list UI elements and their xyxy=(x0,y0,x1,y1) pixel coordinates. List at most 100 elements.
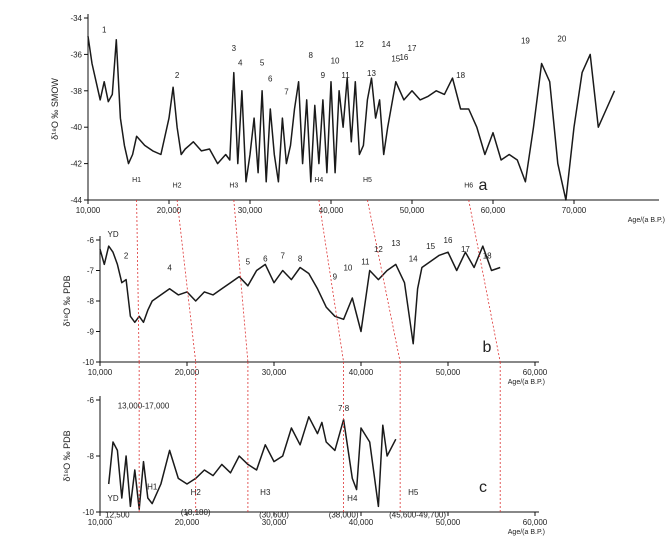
event-label: 12,500 xyxy=(105,511,130,520)
interstadial-label: 10 xyxy=(343,264,352,273)
interstadial-label: 18 xyxy=(483,251,492,260)
correlation-line xyxy=(136,199,140,363)
heinrich-label: H6 xyxy=(464,182,473,189)
event-label: 7.8 xyxy=(338,404,350,413)
x-axis-label: Age/(a B.P.) xyxy=(628,217,665,224)
y-tick-label: -10 xyxy=(82,508,94,517)
event-label: (18,180) xyxy=(181,508,211,517)
x-tick-label: 40,000 xyxy=(349,368,374,377)
event-label: (30,600) xyxy=(259,511,289,520)
x-tick-label: 10,000 xyxy=(76,206,101,215)
x-tick-label: 70,000 xyxy=(562,206,587,215)
correlation-line xyxy=(468,199,501,363)
event-label: H3 xyxy=(260,488,271,497)
event-label: 13,000-17,000 xyxy=(118,401,170,410)
x-tick-label: 60,000 xyxy=(523,368,548,377)
interstadial-label: 14 xyxy=(382,40,391,49)
interstadial-label: 13 xyxy=(367,69,376,78)
event-label: (38,000) xyxy=(329,511,359,520)
y-tick-label: -40 xyxy=(70,123,82,132)
x-tick-label: 10,000 xyxy=(88,368,113,377)
y-tick-label: -42 xyxy=(70,160,82,169)
interstadial-label: YD xyxy=(107,230,118,239)
x-tick-label: 30,000 xyxy=(238,206,263,215)
correlation-line xyxy=(176,199,197,363)
x-tick-label: 30,000 xyxy=(262,368,287,377)
y-tick-label: -6 xyxy=(87,396,95,405)
x-tick-label: 50,000 xyxy=(400,206,425,215)
event-label: H5 xyxy=(408,488,419,497)
interstadial-label: 9 xyxy=(333,273,338,282)
event-label: H2 xyxy=(191,488,202,497)
y-axis-label: δ¹⁸O ‰ PDB xyxy=(62,275,72,326)
heinrich-label: H4 xyxy=(314,177,323,184)
interstadial-label: 8 xyxy=(309,51,314,60)
interstadial-label: 6 xyxy=(263,254,268,263)
y-tick-label: -10 xyxy=(82,358,94,367)
interstadial-label: 17 xyxy=(461,245,470,254)
x-tick-label: 50,000 xyxy=(436,518,461,527)
panel-label: c xyxy=(479,479,487,496)
x-axis-label: Age/(a B.P.) xyxy=(508,529,545,536)
interstadial-label: 13 xyxy=(391,239,400,248)
interstadial-label: 14 xyxy=(409,254,418,263)
interstadial-label: 3 xyxy=(232,44,237,53)
interstadial-label: 2 xyxy=(175,71,180,80)
panel-label: b xyxy=(483,339,492,356)
interstadial-label: 5 xyxy=(246,257,251,266)
correlation-line xyxy=(367,199,401,363)
y-axis-label: δ¹⁸O ‰ PDB xyxy=(62,430,72,481)
interstadial-label: 20 xyxy=(557,35,566,44)
y-tick-label: -7 xyxy=(87,267,95,276)
interstadial-label: 16 xyxy=(444,236,453,245)
interstadial-label: 7 xyxy=(280,251,285,260)
x-tick-label: 10,000 xyxy=(88,518,113,527)
series-line-0 xyxy=(107,416,397,510)
interstadial-label: 9 xyxy=(321,71,326,80)
interstadial-label: 10 xyxy=(331,57,340,66)
x-tick-label: 20,000 xyxy=(157,206,182,215)
interstadial-label: 5 xyxy=(260,58,265,67)
interstadial-label: 15 xyxy=(426,242,435,251)
y-tick-label: -36 xyxy=(70,50,82,59)
interstadial-label: 4 xyxy=(167,264,172,273)
interstadial-label: 12 xyxy=(374,245,383,254)
x-tick-label: 50,000 xyxy=(436,368,461,377)
x-axis-label: Age/(a B.P.) xyxy=(508,379,545,386)
interstadial-label: 19 xyxy=(521,36,530,45)
x-tick-label: 20,000 xyxy=(175,368,200,377)
x-tick-label: 40,000 xyxy=(319,206,344,215)
panel-label: a xyxy=(479,177,488,194)
interstadial-label: 8 xyxy=(298,254,303,263)
interstadial-label: 15 xyxy=(391,55,400,64)
interstadial-label: 11 xyxy=(341,71,350,80)
y-tick-label: -6 xyxy=(87,236,95,245)
correlation-line xyxy=(233,199,249,363)
x-tick-label: 20,000 xyxy=(175,518,200,527)
interstadial-label: 12 xyxy=(355,40,364,49)
heinrich-label: H5 xyxy=(363,177,372,184)
interstadial-label: 2 xyxy=(124,251,129,260)
y-tick-label: -34 xyxy=(70,14,82,23)
event-lines xyxy=(136,199,501,512)
interstadial-label: 18 xyxy=(456,71,465,80)
heinrich-label: H3 xyxy=(229,182,238,189)
series-line-0 xyxy=(87,36,616,201)
y-tick-label: -8 xyxy=(87,452,95,461)
x-tick-label: 60,000 xyxy=(523,518,548,527)
x-tick-label: 30,000 xyxy=(262,518,287,527)
event-label: H1 xyxy=(147,483,158,492)
x-tick-label: 40,000 xyxy=(349,518,374,527)
heinrich-label: H2 xyxy=(173,182,182,189)
interstadial-label: 17 xyxy=(408,44,417,53)
y-tick-label: -38 xyxy=(70,87,82,96)
y-tick-label: -8 xyxy=(87,297,95,306)
y-axis-label: δ¹⁸O ‰ SMOW xyxy=(50,78,60,140)
y-tick-label: -44 xyxy=(70,196,82,205)
interstadial-label: 11 xyxy=(361,257,370,266)
event-label: YD xyxy=(107,494,118,503)
